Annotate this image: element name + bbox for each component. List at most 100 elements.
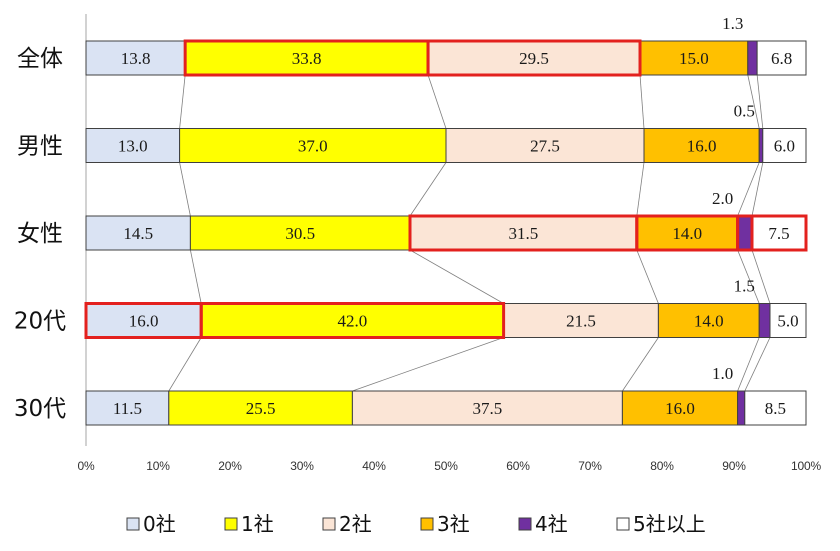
bar-segment-row5-seg4 bbox=[621, 390, 739, 426]
data-label: 14.5 bbox=[123, 224, 153, 243]
legend: 0社 1社 2社 3社 4社 5社以上 bbox=[126, 512, 706, 536]
bar-row-1: 全体 13.8 33.8 29.5 15.0 1.3 6.8 bbox=[17, 14, 807, 77]
series-connector-line bbox=[636, 162, 645, 217]
legend-label: 3社 bbox=[437, 512, 470, 536]
legend-label: 2社 bbox=[339, 512, 372, 536]
bar-segment-row5-seg1 bbox=[85, 390, 170, 426]
x-tick-label: 60% bbox=[506, 459, 530, 473]
data-label: 14.0 bbox=[694, 312, 724, 331]
data-label: 31.5 bbox=[509, 224, 539, 243]
x-tick-label: 20% bbox=[218, 459, 242, 473]
category-label: 30代 bbox=[14, 396, 66, 422]
bar-segment-row1-seg5 bbox=[747, 40, 758, 76]
data-label: 27.5 bbox=[530, 137, 560, 156]
x-tick-label: 0% bbox=[78, 459, 95, 473]
x-tick-label: 30% bbox=[290, 459, 314, 473]
bar-segment-row1-seg3 bbox=[427, 40, 641, 76]
bar-segment-row2-seg3 bbox=[445, 128, 645, 163]
bar-row-2: 男性 13.0 37.0 27.5 16.0 0.5 6.0 bbox=[17, 102, 807, 163]
series-connector-line bbox=[352, 337, 504, 392]
bar-segment-row2-seg2 bbox=[179, 128, 447, 163]
legend-label: 0社 bbox=[143, 512, 176, 536]
data-label: 1.0 bbox=[712, 364, 733, 383]
series-connector-line bbox=[737, 337, 760, 392]
bar-segment-row1-seg1 bbox=[85, 40, 186, 76]
series-connector-line bbox=[756, 74, 764, 129]
highlight-border bbox=[426, 39, 642, 77]
bar-segment-row4-seg3 bbox=[503, 303, 659, 338]
series-connector-line bbox=[622, 337, 659, 392]
data-label: 13.0 bbox=[118, 137, 148, 156]
x-tick-label: 100% bbox=[791, 459, 821, 473]
legend-label: 1社 bbox=[241, 512, 274, 536]
bar-segment-row4-seg1 bbox=[85, 303, 202, 338]
bar-segment-row3-seg3 bbox=[409, 215, 638, 251]
legend-swatch bbox=[616, 517, 630, 531]
series-connector-line bbox=[427, 74, 447, 129]
data-label: 1.3 bbox=[722, 14, 743, 33]
bar-segment-row3-seg2 bbox=[189, 215, 411, 251]
data-label: 33.8 bbox=[292, 49, 322, 68]
series-connector-line bbox=[747, 74, 760, 129]
data-label: 1.5 bbox=[734, 277, 755, 296]
x-tick-label: 90% bbox=[722, 459, 746, 473]
x-tick-label: 10% bbox=[146, 459, 170, 473]
axes: 0% 10% 20% 30% 40% 50% 60% 70% 80% 90% 100% bbox=[78, 14, 822, 473]
data-label: 2.0 bbox=[712, 189, 733, 208]
highlight-border bbox=[750, 214, 808, 252]
bar-segment-row3-seg5 bbox=[737, 215, 753, 251]
bar-row-5: 30代 11.5 25.5 37.5 16.0 1.0 8.5 bbox=[14, 364, 807, 426]
bar-segment-row2-seg4 bbox=[643, 128, 760, 163]
data-label: 25.5 bbox=[246, 399, 276, 418]
highlight-border bbox=[199, 302, 506, 339]
data-label: 6.0 bbox=[774, 137, 795, 156]
legend-swatch bbox=[224, 517, 238, 531]
bar-segment-row5-seg2 bbox=[168, 390, 353, 426]
bar-segment-row1-seg6 bbox=[756, 40, 807, 76]
series-connector-line bbox=[639, 74, 645, 129]
bar-segment-row2-seg6 bbox=[762, 128, 807, 163]
series-connector-line bbox=[179, 162, 191, 217]
series-connector-line bbox=[737, 162, 760, 217]
series-connector-line bbox=[409, 249, 504, 304]
category-label: 20代 bbox=[14, 309, 66, 335]
bar-segment-row2-seg1 bbox=[85, 128, 181, 163]
data-label: 16.0 bbox=[687, 137, 717, 156]
series-connector-line bbox=[751, 162, 764, 217]
data-label: 37.0 bbox=[298, 137, 328, 156]
series-connector-line bbox=[179, 74, 186, 129]
series-connector-line bbox=[190, 249, 202, 304]
legend-swatch bbox=[126, 517, 140, 531]
series-connector-line bbox=[744, 337, 771, 392]
bar-segment-row5-seg3 bbox=[351, 390, 623, 426]
category-label: 男性 bbox=[17, 134, 63, 160]
bar-segment-row1-seg4 bbox=[639, 40, 749, 76]
x-tick-label: 50% bbox=[434, 459, 458, 473]
data-label: 16.0 bbox=[665, 399, 695, 418]
bar-row-4: 20代 16.0 42.0 21.5 14.0 1.5 5.0 bbox=[14, 277, 807, 339]
x-tick-label: 80% bbox=[650, 459, 674, 473]
bar-segment-row4-seg4 bbox=[657, 303, 760, 338]
data-label: 11.5 bbox=[113, 399, 142, 418]
series-connector-line bbox=[737, 249, 760, 304]
legend-swatch bbox=[420, 517, 434, 531]
data-label: 14.0 bbox=[672, 224, 702, 243]
series-connector-line bbox=[636, 249, 659, 304]
bar-segment-row2-seg5 bbox=[758, 128, 764, 163]
data-label: 16.0 bbox=[129, 312, 159, 331]
data-label: 7.5 bbox=[768, 224, 789, 243]
data-label: 15.0 bbox=[679, 49, 709, 68]
category-label: 全体 bbox=[17, 46, 63, 72]
legend-label: 4社 bbox=[535, 512, 568, 536]
data-label: 29.5 bbox=[519, 49, 549, 68]
bar-segment-row4-seg6 bbox=[769, 303, 807, 338]
series-connector-line bbox=[168, 337, 202, 392]
data-label: 6.8 bbox=[771, 49, 792, 68]
bar-row-3: 女性 14.5 30.5 31.5 14.0 2.0 7.5 bbox=[17, 189, 808, 252]
legend-swatch bbox=[322, 517, 336, 531]
bar-segment-row4-seg5 bbox=[758, 303, 771, 338]
data-label: 37.5 bbox=[473, 399, 503, 418]
category-label: 女性 bbox=[17, 221, 63, 247]
bar-segment-row5-seg6 bbox=[744, 390, 807, 426]
legend-label: 5社以上 bbox=[633, 512, 706, 536]
